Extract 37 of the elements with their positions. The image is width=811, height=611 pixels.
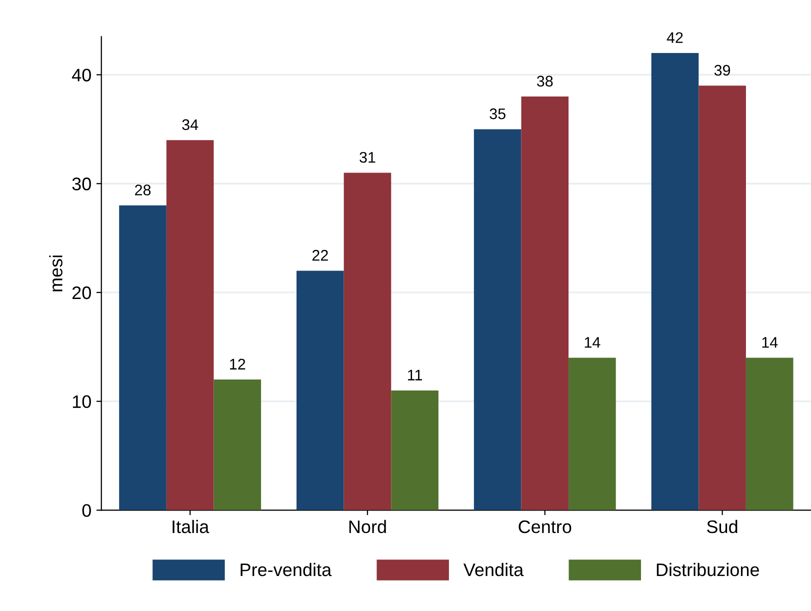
bar — [568, 358, 616, 510]
bar — [214, 380, 262, 510]
data-label: 11 — [408, 370, 422, 380]
bar — [746, 358, 794, 510]
legend-label: Distribuzione — [656, 562, 759, 576]
data-label: 38 — [536, 76, 553, 87]
y-tick-label: 0 — [82, 504, 91, 517]
bar — [119, 205, 166, 510]
data-label: 42 — [666, 32, 683, 43]
data-label: 31 — [360, 152, 376, 163]
bar — [521, 96, 569, 510]
bar — [296, 270, 344, 510]
x-tick-label: Sud — [707, 520, 738, 534]
bar — [651, 52, 699, 510]
data-label: 12 — [230, 358, 246, 370]
data-label: 34 — [182, 119, 198, 130]
y-tick-label: 30 — [72, 178, 91, 190]
y-tick-label: 40 — [72, 68, 91, 82]
y-tick-label: 20 — [72, 286, 91, 300]
data-label: 22 — [312, 250, 328, 261]
bar — [474, 129, 522, 510]
data-label: 28 — [135, 184, 151, 196]
y-tick-label: 10 — [72, 395, 91, 408]
x-tick-label: Nord — [349, 520, 386, 534]
data-label: 39 — [714, 64, 730, 76]
bar — [344, 172, 392, 510]
bar — [391, 390, 438, 510]
data-label: 35 — [490, 108, 506, 120]
legend-label: Vendita — [463, 562, 524, 576]
x-tick-label: Italia — [172, 520, 210, 534]
x-tick-label: Centro — [518, 520, 572, 534]
data-label: 14 — [584, 337, 600, 348]
bar — [698, 86, 746, 510]
data-label: 14 — [762, 337, 778, 348]
bar — [166, 140, 214, 510]
legend-label: Pre-vendita — [240, 562, 332, 576]
y-axis-title: mesi — [49, 256, 62, 292]
